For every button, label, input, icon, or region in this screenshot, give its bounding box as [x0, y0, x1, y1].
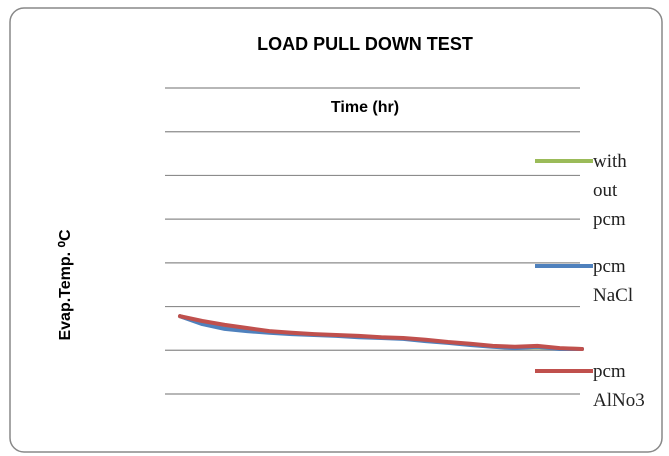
legend-swatch [535, 264, 593, 268]
legend-label: pcm NaCl [593, 256, 634, 306]
legend-label: with out pcm [593, 151, 627, 230]
chart-frame [9, 7, 663, 453]
legend-item: pcm NaCl [535, 252, 649, 310]
chart-title: LOAD PULL DOWN TEST [257, 34, 473, 54]
legend-item: pcm AlNo3 [535, 357, 649, 415]
legend-swatch [535, 369, 593, 373]
y-axis-label: Evap.Temp. ⁰C [57, 229, 74, 340]
legend-label: pcm AlNo3 [593, 361, 645, 411]
series-line [178, 314, 584, 351]
legend-swatch [535, 159, 593, 163]
legend-item: with out pcm [535, 147, 649, 234]
x-axis-label: Time (hr) [331, 99, 399, 116]
